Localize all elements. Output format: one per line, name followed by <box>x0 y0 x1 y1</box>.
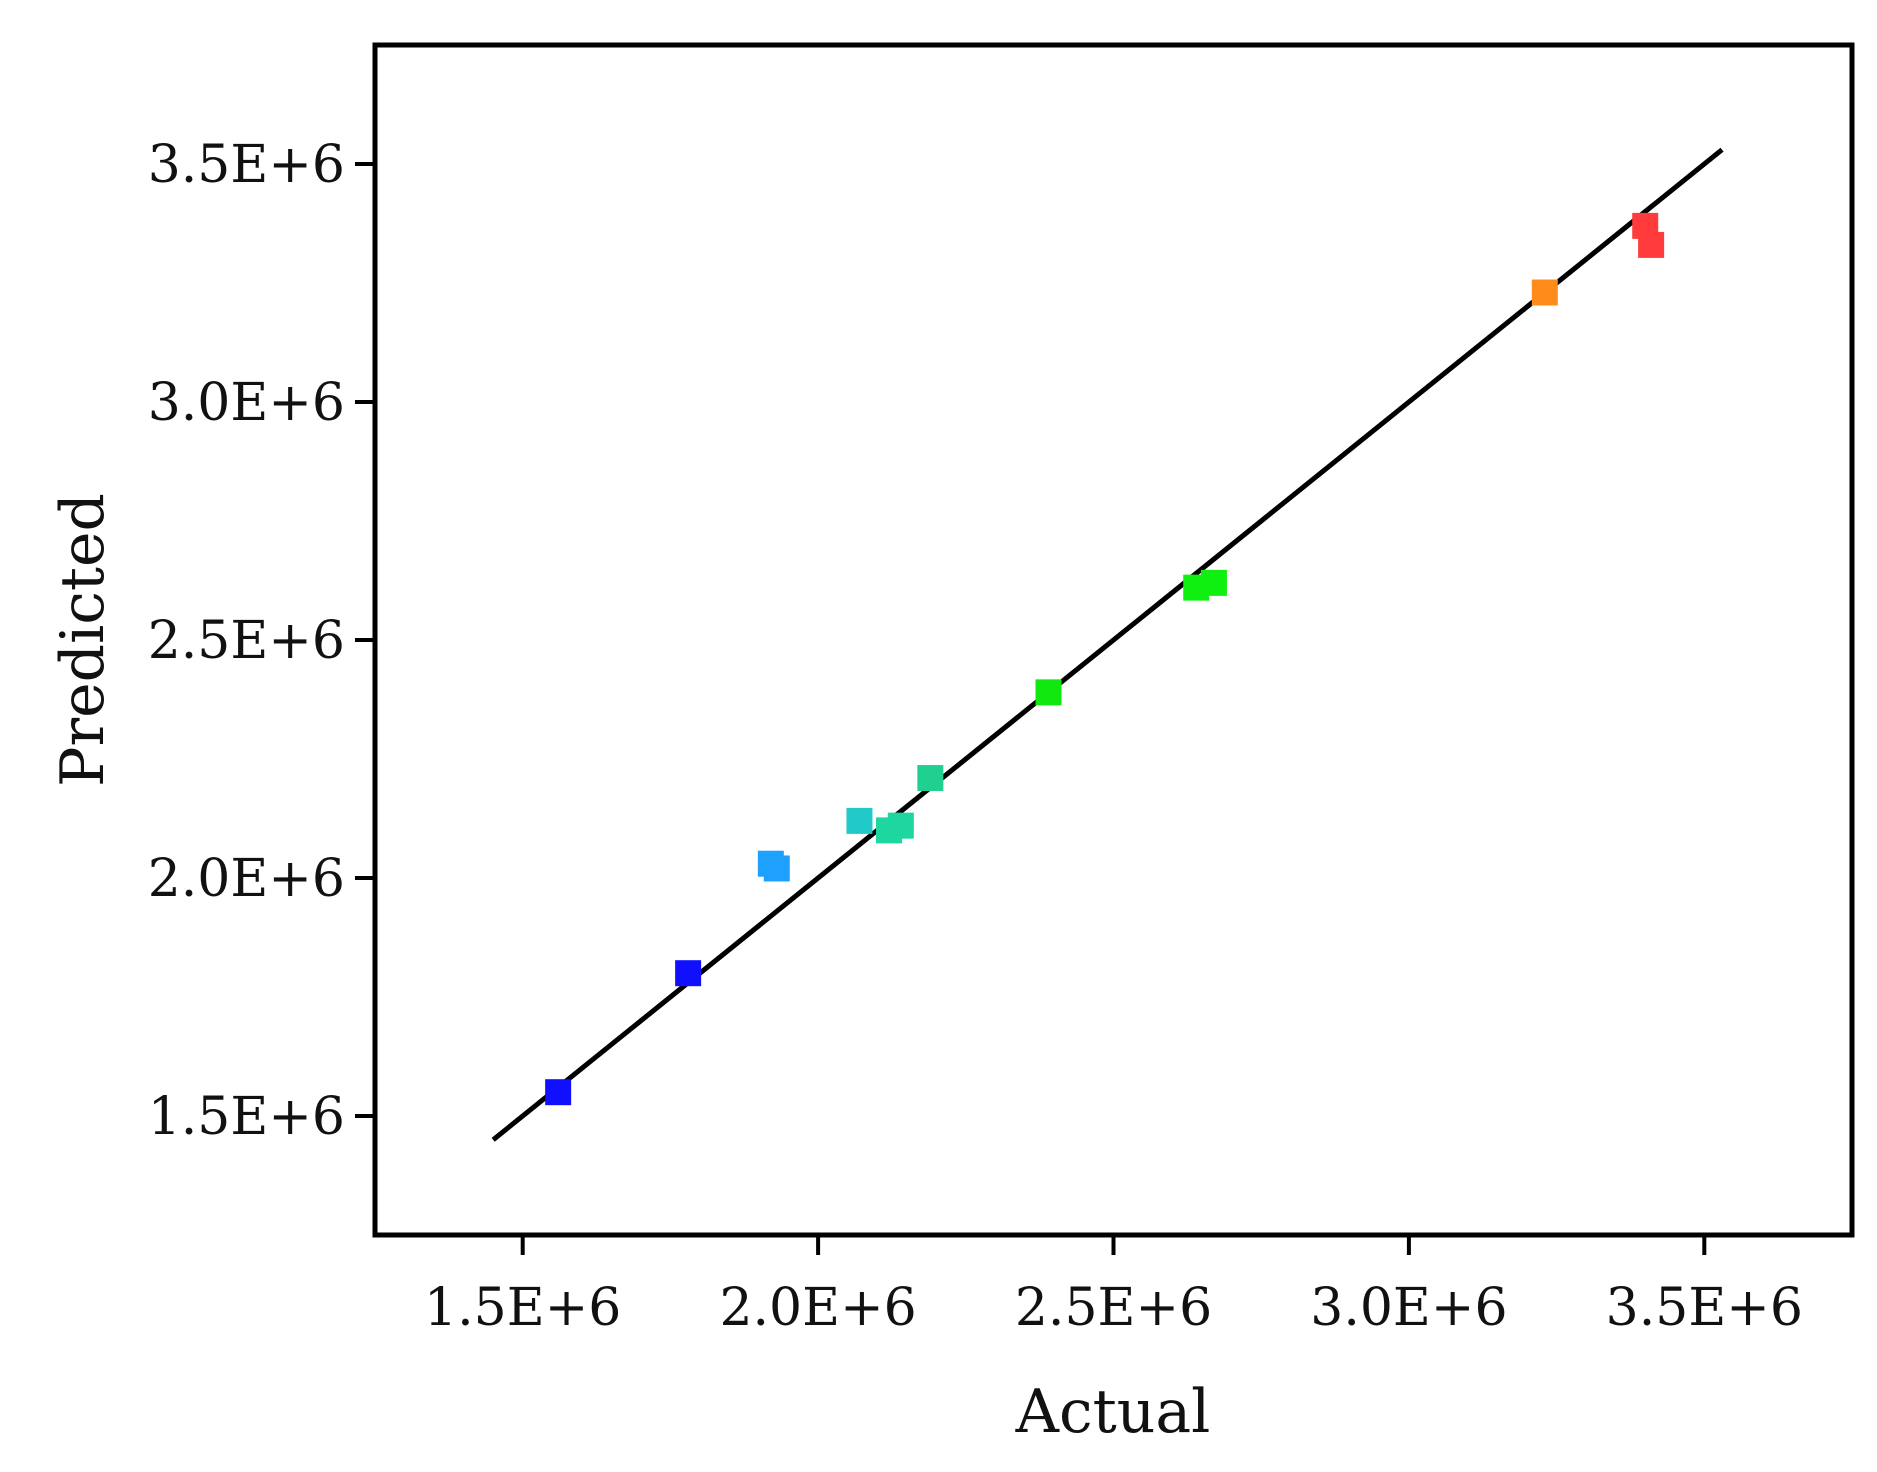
data-point <box>917 765 944 792</box>
data-point <box>763 855 790 882</box>
x-axis-title: Actual <box>1015 1377 1211 1447</box>
data-point <box>1200 569 1227 596</box>
data-point <box>545 1079 572 1106</box>
x-axis: 1.5E+6 2.0E+6 2.5E+6 3.0E+6 3.5E+6 <box>424 1235 1803 1338</box>
y-tick-label: 2.5E+6 <box>148 611 345 671</box>
y-tick-label: 2.0E+6 <box>148 849 345 909</box>
x-tick-label: 3.5E+6 <box>1606 1278 1803 1338</box>
data-point <box>1035 679 1062 706</box>
data-point <box>846 807 873 834</box>
y-tick-label: 1.5E+6 <box>148 1087 345 1147</box>
data-point <box>1531 279 1558 306</box>
data-point <box>1638 231 1665 258</box>
y-tick-label: 3.0E+6 <box>148 373 345 433</box>
y-tick-label: 3.5E+6 <box>148 135 345 195</box>
x-tick-label: 2.5E+6 <box>1015 1278 1212 1338</box>
x-tick-label: 3.0E+6 <box>1310 1278 1507 1338</box>
data-points <box>545 212 1665 1106</box>
data-point <box>675 960 702 987</box>
x-tick-label: 2.0E+6 <box>719 1278 916 1338</box>
data-point <box>875 817 902 844</box>
x-tick-label: 1.5E+6 <box>424 1278 621 1338</box>
y-axis: 1.5E+6 2.0E+6 2.5E+6 3.0E+6 3.5E+6 <box>148 135 375 1147</box>
y-axis-title: Predicted <box>48 493 118 787</box>
